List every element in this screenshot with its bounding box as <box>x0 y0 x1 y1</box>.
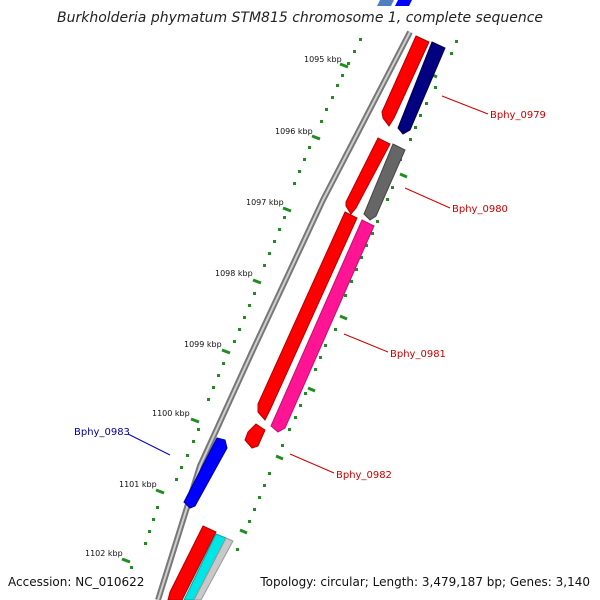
gene-label-bphy-0982[interactable]: Bphy_0982 <box>336 470 392 481</box>
gene-red-bphy-0982[interactable] <box>244 423 266 449</box>
map-title: Burkholderia phymatum STM815 chromosome … <box>56 10 543 26</box>
gene-bphy-0979[interactable] <box>397 41 446 135</box>
chromosome-backbone-highlight <box>157 31 411 600</box>
tick-marks-major <box>121 62 349 564</box>
gene-bphy-0980[interactable] <box>363 143 406 221</box>
gene-lightgray[interactable] <box>193 537 234 600</box>
gene-label-bphy-0981[interactable]: Bphy_0981 <box>390 349 446 360</box>
tick-track-inner <box>130 38 362 569</box>
gene-red-2[interactable] <box>345 137 391 215</box>
label-leaders <box>127 95 489 474</box>
tick-labels: 1095 kbp 1096 kbp 1097 kbp 1098 kbp 1099… <box>85 55 342 558</box>
gene-bphy-0983[interactable] <box>183 437 228 509</box>
tick-track-outer <box>236 40 458 551</box>
leader-bphy-0981 <box>343 333 389 353</box>
tick-label-1102: 1102 kbp <box>85 549 123 558</box>
gene-label-bphy-0983[interactable]: Bphy_0983 <box>74 427 130 438</box>
gene-red-4[interactable] <box>167 525 217 600</box>
sequence-summary: Topology: circular; Length: 3,479,187 bp… <box>260 575 590 589</box>
leader-bphy-0983 <box>127 433 171 456</box>
tick-label-1096: 1096 kbp <box>275 127 313 136</box>
leader-bphy-0982 <box>289 453 335 474</box>
gene-red-1[interactable] <box>381 35 430 127</box>
accession-label: Accession: NC_010622 <box>8 575 145 589</box>
gene-label-bphy-0980[interactable]: Bphy_0980 <box>452 204 508 215</box>
tick-label-1100: 1100 kbp <box>152 409 190 418</box>
tick-label-1097: 1097 kbp <box>246 198 284 207</box>
gene-feature-top-blue[interactable] <box>395 0 412 6</box>
tick-label-1099: 1099 kbp <box>184 340 222 349</box>
gene-bphy-0981[interactable] <box>270 219 375 433</box>
leader-bphy-0979 <box>441 95 489 115</box>
gene-label-bphy-0979[interactable]: Bphy_0979 <box>490 110 546 121</box>
chromosome-backbone <box>155 30 413 600</box>
tick-label-1101: 1101 kbp <box>119 480 157 489</box>
gene-labels: Bphy_0979 Bphy_0980 Bphy_0981 Bphy_0982 … <box>74 110 546 481</box>
leader-bphy-0980 <box>404 187 451 209</box>
gene-feature-top-lightblue[interactable] <box>377 0 394 6</box>
gene-cyan[interactable] <box>183 533 227 600</box>
tick-label-1098: 1098 kbp <box>215 269 253 278</box>
forward-strand-genes <box>167 35 430 600</box>
tick-label-1095: 1095 kbp <box>304 55 342 64</box>
gene-red-3[interactable] <box>257 211 358 421</box>
